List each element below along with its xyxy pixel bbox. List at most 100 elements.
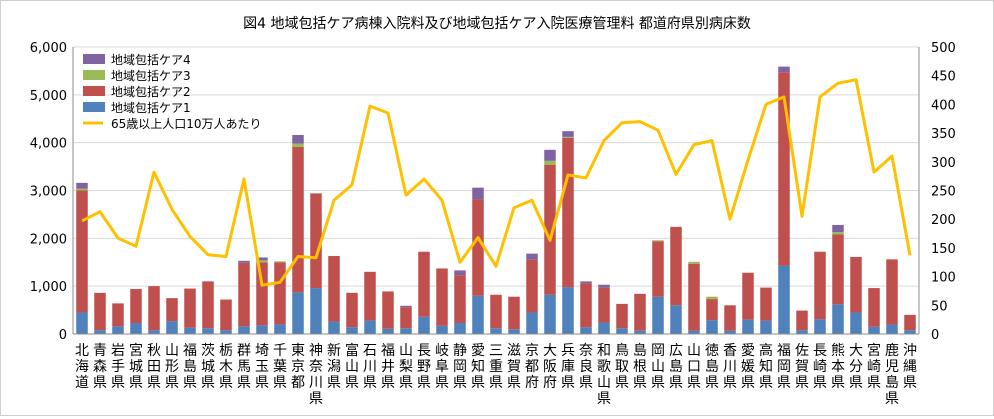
bar-segment xyxy=(76,182,88,189)
bar-segment xyxy=(868,326,880,334)
bar-segment xyxy=(778,72,790,266)
bar-segment xyxy=(670,226,682,306)
bar-segment xyxy=(202,328,214,334)
left-tick-label: 2,000 xyxy=(30,232,67,247)
category-label: 栃木県 xyxy=(219,343,233,391)
bar-segment xyxy=(454,270,466,276)
category-label: 高知県 xyxy=(759,342,773,391)
legend-label: 地域包括ケア4 xyxy=(111,52,191,67)
category-label: 青森県 xyxy=(93,343,107,391)
right-tick-label: 250 xyxy=(931,185,956,200)
bar-segment xyxy=(580,283,592,328)
bar-segment xyxy=(418,251,430,317)
category-label: 広島県 xyxy=(669,343,683,391)
category-label: 愛知県 xyxy=(471,343,485,391)
category-label: 北海道 xyxy=(75,343,89,391)
bar-segment xyxy=(886,259,898,325)
line-series xyxy=(81,78,912,287)
category-label: 福岡県 xyxy=(777,343,791,391)
bar-segment xyxy=(832,232,844,235)
category-label: 群馬県 xyxy=(237,343,251,391)
category-label: 和歌山県 xyxy=(597,343,611,407)
bar-segment xyxy=(760,320,772,334)
bar-segment xyxy=(292,135,304,144)
category-label: 神奈川県 xyxy=(309,343,323,407)
bar-segment xyxy=(436,268,448,326)
right-tick-label: 50 xyxy=(931,299,948,314)
bar-segment xyxy=(274,324,286,334)
bar-segment xyxy=(634,293,646,331)
bar-segment xyxy=(94,330,106,334)
category-label: 佐賀県 xyxy=(795,343,809,391)
bar-segment xyxy=(472,199,484,296)
bar-segment xyxy=(184,288,196,328)
category-label: 沖縄県 xyxy=(903,343,917,391)
bar-segment xyxy=(724,330,736,334)
line-series-path xyxy=(81,78,912,287)
bar-segment xyxy=(436,325,448,334)
bar-segment xyxy=(706,320,718,334)
bar-segment xyxy=(130,289,142,323)
category-label: 鹿児島県 xyxy=(885,342,899,407)
bar-segment xyxy=(184,327,196,334)
bar-segment xyxy=(814,251,826,320)
category-label: 愛媛県 xyxy=(741,343,755,391)
bar-segment xyxy=(364,320,376,334)
bar-segment xyxy=(598,287,610,323)
bar-segment xyxy=(400,305,412,308)
bar-segment xyxy=(382,328,394,334)
bar-segment xyxy=(544,164,556,295)
category-label: 岩手県 xyxy=(111,343,125,391)
left-tick-label: 4,000 xyxy=(30,137,67,152)
bar-segment xyxy=(616,328,628,334)
category-label: 石川県 xyxy=(363,343,377,391)
bar-segment xyxy=(832,224,844,233)
bar-segment xyxy=(688,263,700,331)
right-tick-label: 0 xyxy=(931,328,939,343)
bar-segment xyxy=(418,316,430,334)
category-label: 山口県 xyxy=(687,343,701,391)
bar-segment xyxy=(238,326,250,334)
grid-lines xyxy=(73,46,919,287)
bar-segment xyxy=(814,319,826,334)
category-label: 徳島県 xyxy=(705,343,719,391)
bar-segment xyxy=(544,160,556,165)
bar-segment xyxy=(868,288,880,327)
bar-segment xyxy=(544,149,556,161)
legend-swatch xyxy=(83,70,105,80)
bar-segment xyxy=(544,294,556,334)
bar-segment xyxy=(562,137,574,288)
bar-segment xyxy=(742,272,754,320)
right-tick-label: 400 xyxy=(931,98,956,113)
category-label: 三重県 xyxy=(489,343,503,391)
bar-segment xyxy=(850,256,862,313)
bar-segment xyxy=(598,284,610,288)
category-label: 静岡県 xyxy=(453,343,467,391)
left-tick-label: 0 xyxy=(59,328,67,343)
bar-segment xyxy=(130,322,142,334)
bar-segment xyxy=(616,303,628,329)
bar-segment xyxy=(382,291,394,329)
bar-segment xyxy=(778,265,790,334)
legend-label: 地域包括ケア2 xyxy=(111,84,191,99)
category-label: 香川県 xyxy=(723,343,737,391)
bar-segment xyxy=(904,330,916,334)
bar-segment xyxy=(112,303,124,327)
bar-segment xyxy=(274,261,286,263)
category-label: 山形県 xyxy=(165,343,179,391)
bar-segment xyxy=(256,260,268,263)
bar-segment xyxy=(256,257,268,261)
bar-segment xyxy=(796,310,808,331)
bar-segment xyxy=(220,330,232,334)
bar-segment xyxy=(148,330,160,334)
bar-segment xyxy=(526,312,538,334)
right-axis: 0 50 100 150 200 250 300 350 400 450 500 xyxy=(918,41,956,343)
category-label: 富山県 xyxy=(345,342,359,391)
bar-segment xyxy=(76,188,88,191)
legend-label: 地域包括ケア1 xyxy=(111,100,191,115)
category-label: 秋田県 xyxy=(147,343,161,391)
left-tick-label: 6,000 xyxy=(30,41,67,56)
bar-segment xyxy=(832,304,844,334)
chart-title: 図4 地域包括ケア病棟入院料及び地域包括ケア入院医療管理料 都道府県別病床数 xyxy=(243,15,751,32)
